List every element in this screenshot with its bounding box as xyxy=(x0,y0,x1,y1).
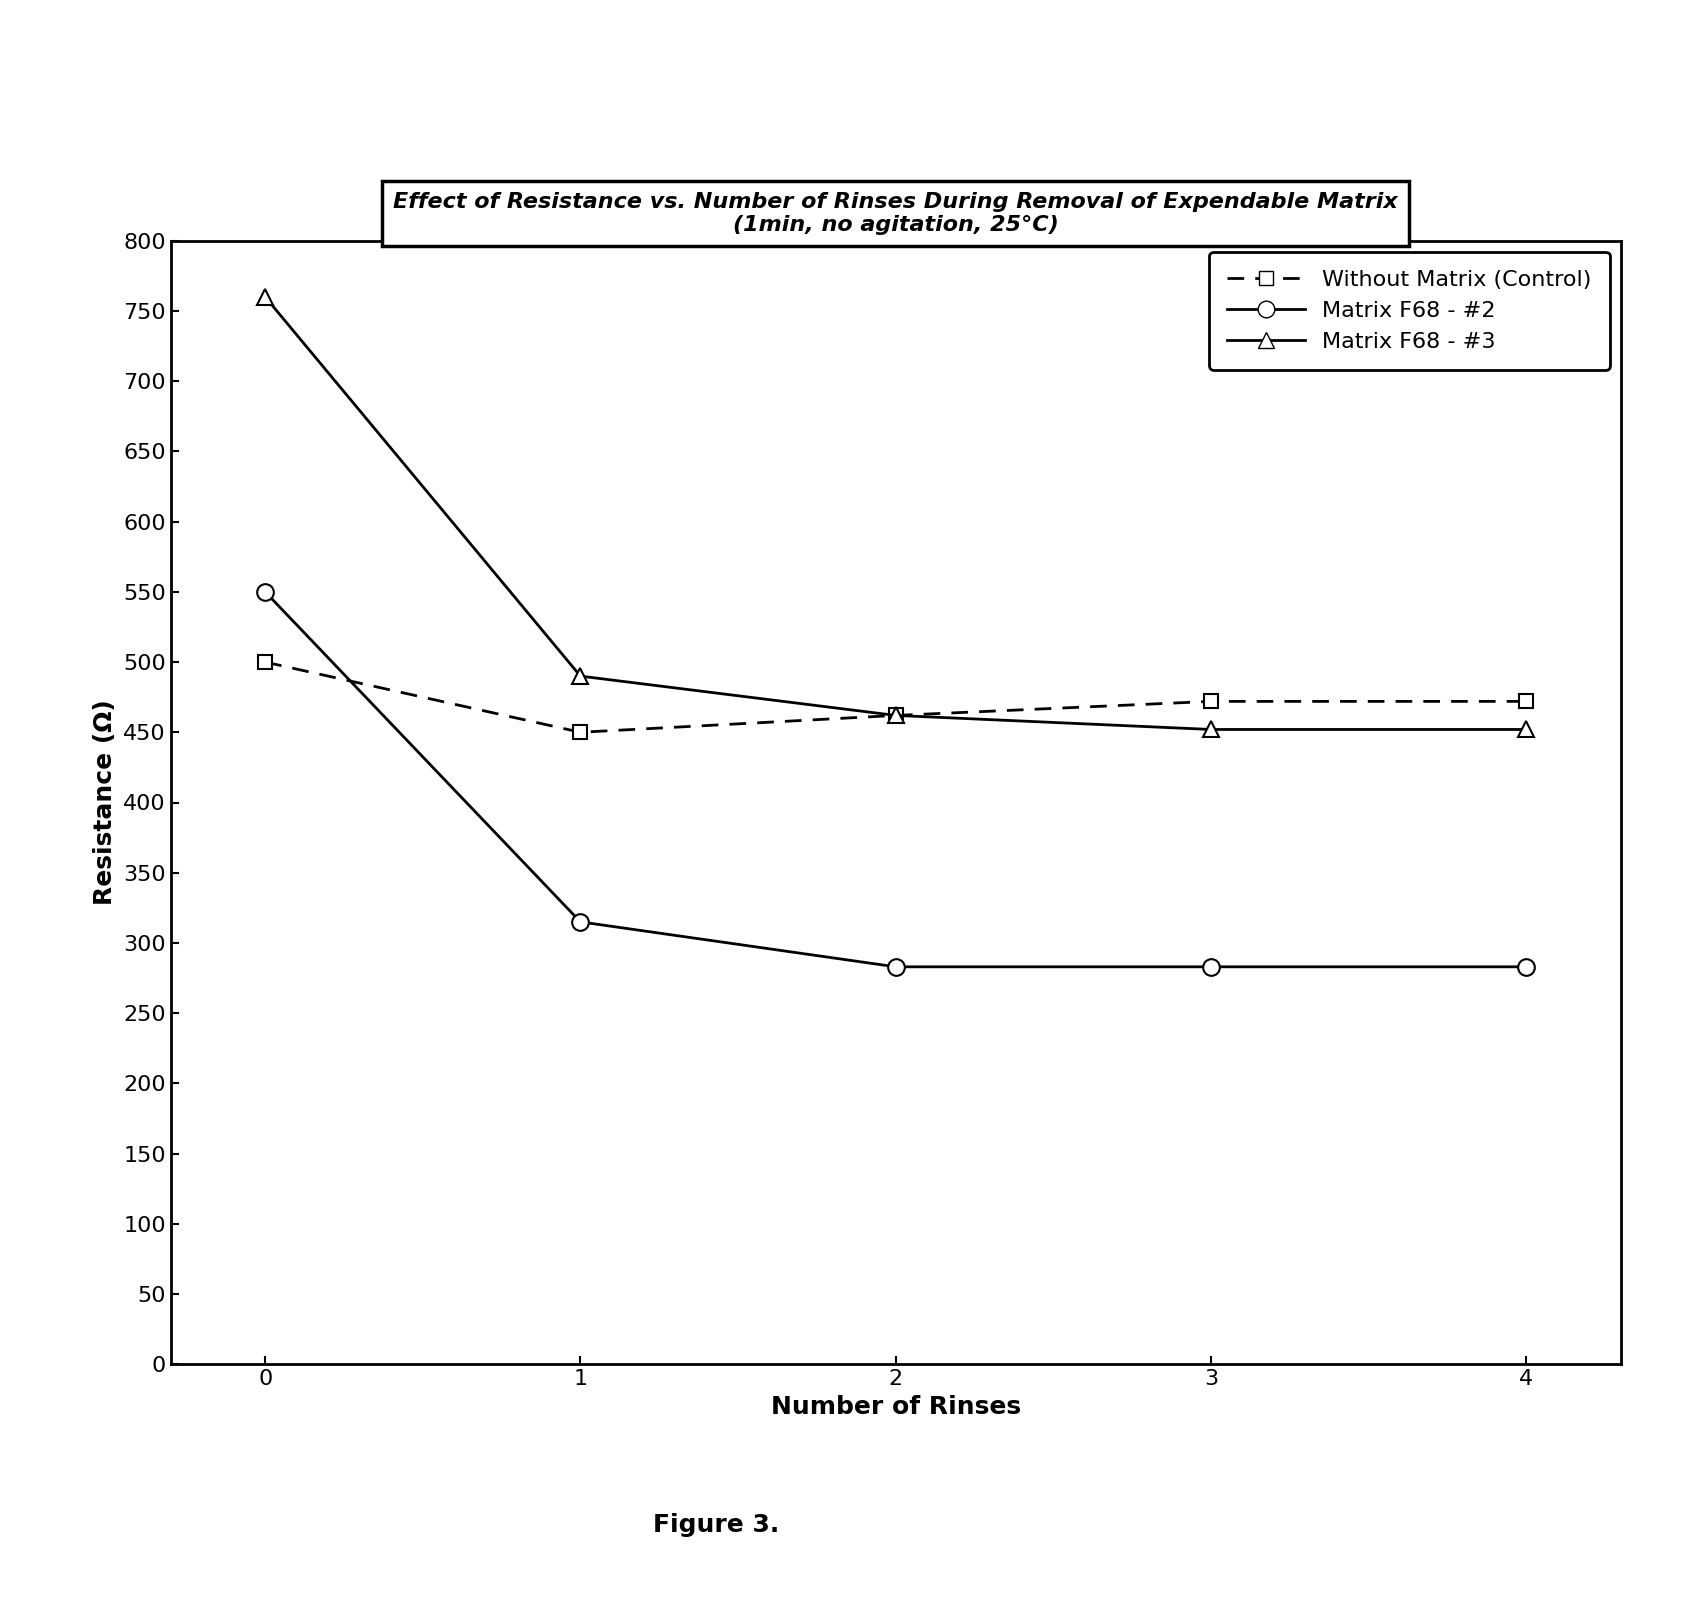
Legend: Without Matrix (Control), Matrix F68 - #2, Matrix F68 - #3: Without Matrix (Control), Matrix F68 - #… xyxy=(1209,252,1608,369)
Y-axis label: Resistance (Ω): Resistance (Ω) xyxy=(94,700,118,905)
X-axis label: Number of Rinses: Number of Rinses xyxy=(771,1395,1020,1419)
Text: Effect of Resistance vs. Number of Rinses During Removal of Expendable Matrix
(1: Effect of Resistance vs. Number of Rinse… xyxy=(394,193,1396,236)
Text: Figure 3.: Figure 3. xyxy=(653,1514,779,1536)
